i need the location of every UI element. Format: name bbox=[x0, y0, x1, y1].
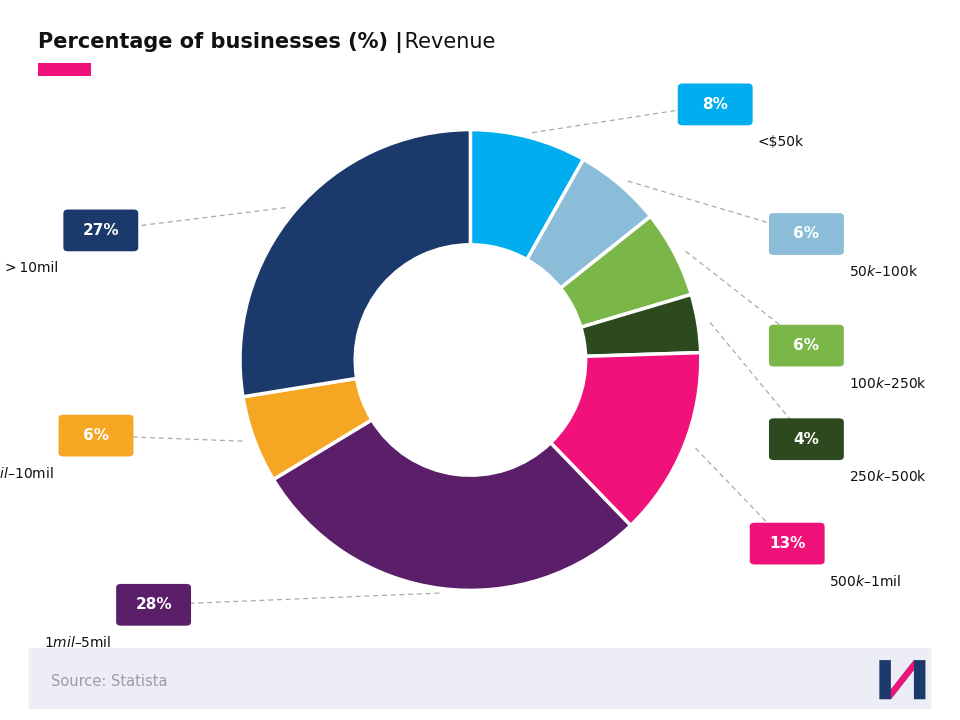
Text: $50k–$100k: $50k–$100k bbox=[849, 264, 918, 279]
Wedge shape bbox=[470, 130, 584, 260]
Text: 27%: 27% bbox=[83, 223, 119, 238]
Wedge shape bbox=[240, 130, 470, 397]
Text: 6%: 6% bbox=[793, 338, 820, 353]
Wedge shape bbox=[527, 159, 651, 288]
Text: 4%: 4% bbox=[794, 432, 819, 446]
Text: Percentage of businesses (%) |: Percentage of businesses (%) | bbox=[38, 32, 403, 53]
Text: $1mil–$5mil: $1mil–$5mil bbox=[44, 635, 111, 650]
Text: 8%: 8% bbox=[703, 97, 728, 112]
Text: 28%: 28% bbox=[135, 598, 172, 612]
FancyBboxPatch shape bbox=[29, 648, 931, 709]
Text: 13%: 13% bbox=[769, 536, 805, 551]
Wedge shape bbox=[550, 353, 701, 526]
Text: $500k–$1mil: $500k–$1mil bbox=[829, 574, 901, 589]
Text: Source: Statista: Source: Statista bbox=[52, 674, 168, 689]
Text: > 10mil: > 10mil bbox=[6, 261, 59, 274]
Text: <$50k: <$50k bbox=[757, 135, 804, 148]
Text: 6%: 6% bbox=[83, 428, 109, 443]
Text: $250k–$500k: $250k–$500k bbox=[849, 469, 926, 485]
Text: $100k–$250k: $100k–$250k bbox=[849, 376, 926, 391]
Wedge shape bbox=[581, 294, 701, 356]
Wedge shape bbox=[561, 216, 691, 327]
Text: $5mil–$10mil: $5mil–$10mil bbox=[0, 466, 54, 481]
Text: 6%: 6% bbox=[793, 227, 820, 241]
Polygon shape bbox=[891, 660, 914, 699]
Text: Revenue: Revenue bbox=[398, 32, 495, 53]
Polygon shape bbox=[879, 660, 925, 699]
Wedge shape bbox=[243, 379, 372, 480]
Wedge shape bbox=[274, 420, 631, 590]
